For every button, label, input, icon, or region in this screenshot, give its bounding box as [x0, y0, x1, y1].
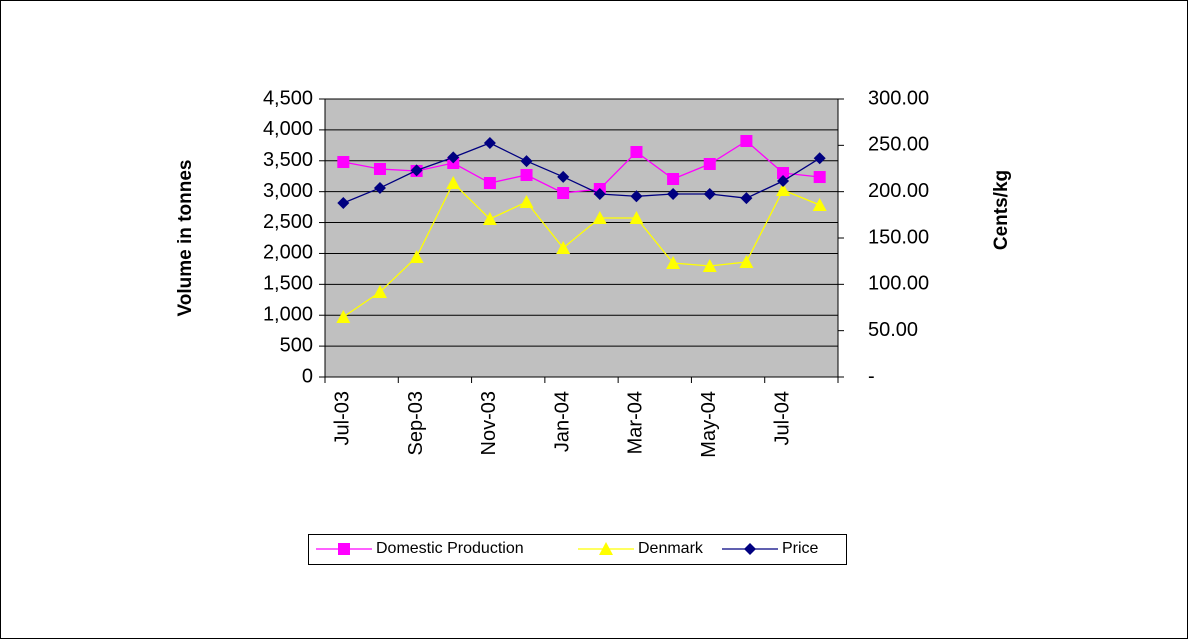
- series-line: [343, 140, 820, 194]
- data-point: [520, 155, 533, 168]
- legend-label: Domestic Production: [376, 540, 524, 557]
- data-point: [483, 137, 496, 150]
- data-point: [373, 181, 386, 194]
- data-point: [812, 198, 827, 212]
- data-point: [372, 284, 387, 298]
- y-tick-label: 1,000: [263, 304, 313, 326]
- data-point: [667, 173, 680, 186]
- x-tick-label: May-04: [698, 391, 720, 458]
- data-point: [446, 176, 461, 190]
- data-point: [740, 135, 753, 148]
- data-point: [630, 146, 643, 159]
- y-tick-label: 4,500: [263, 87, 313, 109]
- data-point: [776, 182, 791, 196]
- x-tick-label: Nov-03: [478, 391, 500, 455]
- y2-tick-label: 300.00: [868, 87, 929, 109]
- y2-tick-label: 100.00: [868, 273, 929, 295]
- data-point: [409, 250, 424, 264]
- data-point: [336, 310, 351, 324]
- y-tick-label: 3,000: [263, 180, 313, 202]
- data-point: [482, 211, 497, 225]
- y-tick-label: 500: [280, 334, 313, 356]
- data-point: [813, 152, 826, 165]
- y-tick-label: 1,500: [263, 273, 313, 295]
- series-line: [343, 142, 821, 204]
- data-point: [592, 210, 607, 224]
- y-tick-label: 3,500: [263, 149, 313, 171]
- data-point: [777, 175, 790, 188]
- data-point: [739, 254, 754, 268]
- legend-marker: [599, 542, 613, 555]
- data-point: [629, 210, 644, 224]
- data-point: [703, 187, 716, 200]
- data-point: [337, 156, 350, 169]
- data-point: [777, 167, 790, 180]
- data-point: [373, 162, 386, 175]
- x-tick-label: Sep-03: [405, 391, 427, 456]
- x-tick-label: Jul-03: [332, 391, 354, 445]
- data-point: [702, 258, 717, 272]
- data-point: [447, 151, 460, 164]
- y2-tick-label: -: [868, 365, 875, 387]
- data-point: [630, 190, 643, 203]
- plot-area: [325, 99, 838, 377]
- legend-marker: [744, 543, 756, 555]
- data-point: [593, 187, 606, 200]
- y2-axis-title: Cents/kg: [991, 170, 1012, 250]
- y-tick-label: 2,500: [263, 211, 313, 233]
- legend-label: Price: [782, 540, 819, 557]
- data-point: [667, 187, 680, 200]
- y-tick-label: 2,000: [263, 242, 313, 264]
- legend-marker: [338, 543, 350, 555]
- y-axis-title: Volume in tonnes: [175, 160, 196, 317]
- x-tick-label: Jan-04: [551, 391, 573, 452]
- y2-tick-label: 200.00: [868, 180, 929, 202]
- data-point: [666, 256, 681, 270]
- data-point: [410, 164, 423, 177]
- x-tick-label: Jul-04: [771, 391, 793, 445]
- y2-tick-label: 150.00: [868, 226, 929, 248]
- data-point: [740, 192, 753, 205]
- data-point: [483, 177, 496, 190]
- data-point: [557, 187, 570, 200]
- data-point: [519, 194, 534, 208]
- x-tick-label: Mar-04: [625, 391, 647, 454]
- y2-tick-label: 50.00: [868, 319, 918, 341]
- data-point: [703, 157, 716, 170]
- data-point: [337, 196, 350, 209]
- data-point: [520, 168, 533, 181]
- data-point: [556, 241, 571, 255]
- legend-label: Denmark: [638, 540, 704, 557]
- y-tick-label: 4,000: [263, 118, 313, 140]
- data-point: [813, 171, 826, 184]
- y2-tick-label: 250.00: [868, 134, 929, 156]
- y-tick-label: 0: [302, 365, 313, 387]
- series-line: [342, 181, 820, 318]
- data-point: [557, 170, 570, 183]
